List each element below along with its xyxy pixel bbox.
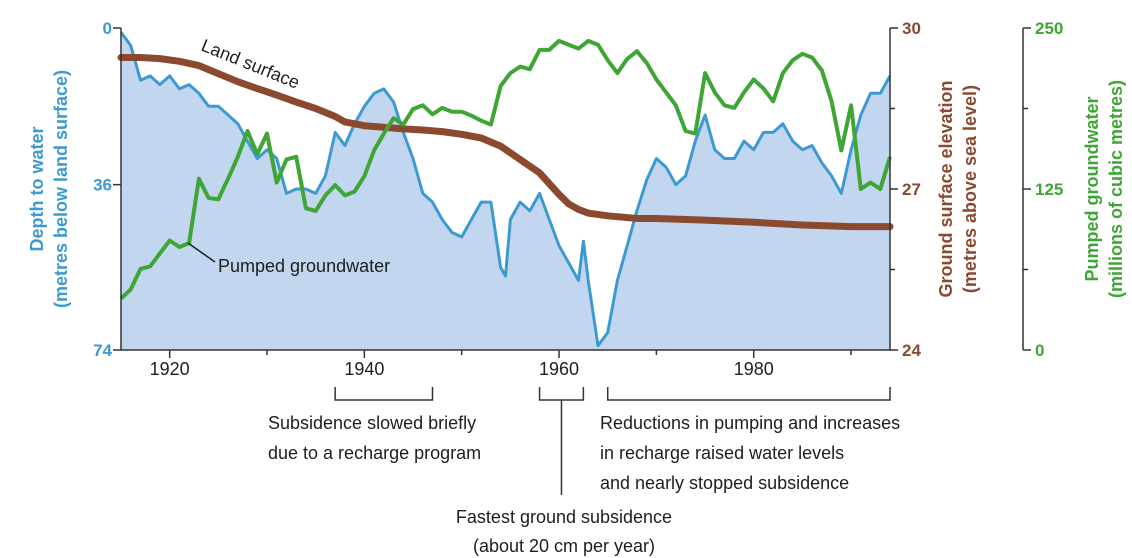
recharge-annotation-line-2: due to a recharge program — [268, 443, 481, 463]
depth-tick-label-36: 36 — [93, 176, 112, 195]
annotation-brackets — [334, 387, 891, 495]
fastest-bracket — [538, 387, 585, 401]
reductions-annotation-line-3: and nearly stopped subsidence — [600, 473, 849, 493]
elevation-tick-label-30: 30 — [902, 19, 921, 38]
fastest-annotation-line-2: (about 20 cm per year) — [473, 536, 655, 556]
recharge-annotation-line-1: Subsidence slowed briefly — [268, 413, 476, 433]
pumped-groundwater-leader — [187, 242, 216, 263]
pumped-groundwater-label: Pumped groundwater — [218, 256, 390, 276]
x-axis-ticks: 1920 1940 1960 1980 — [150, 350, 852, 379]
elevation-axis-subtitle: (metres above sea level) — [960, 85, 980, 293]
pumped-groundwater-line — [119, 38, 892, 300]
pumped-axis-subtitle: (millions of cubic metres) — [1106, 80, 1126, 298]
depth-axis-title: Depth to water — [27, 126, 47, 251]
x-tick-label-1960: 1960 — [539, 359, 579, 379]
depth-axis-subtitle: (metres below land surface) — [51, 70, 71, 308]
x-tick-label-1940: 1940 — [344, 359, 384, 379]
x-tick-label-1920: 1920 — [150, 359, 190, 379]
fastest-annotation-line-1: Fastest ground subsidence — [456, 507, 672, 527]
reductions-annotation-line-1: Reductions in pumping and increases — [600, 413, 900, 433]
land-surface-line — [117, 54, 894, 231]
pumped-tick-label-125: 125 — [1035, 180, 1063, 199]
depth-to-water-line — [119, 31, 892, 348]
elevation-tick-label-24: 24 — [902, 341, 921, 360]
recharge-bracket — [334, 387, 434, 401]
reductions-bracket — [606, 387, 891, 401]
depth-tick-label-0: 0 — [103, 19, 112, 38]
pumped-axis-ticks: 250 125 0 — [1023, 19, 1063, 360]
depth-tick-label-74: 74 — [93, 341, 112, 360]
pumped-tick-label-0: 0 — [1035, 341, 1044, 360]
pumped-tick-label-250: 250 — [1035, 19, 1063, 38]
depth-to-water-area — [121, 28, 890, 350]
elevation-tick-label-27: 27 — [902, 180, 921, 199]
reductions-annotation-line-2: in recharge raised water levels — [600, 443, 844, 463]
pumped-axis-title: Pumped groundwater — [1082, 96, 1102, 281]
elevation-axis-title: Ground surface elevation — [936, 80, 956, 297]
x-tick-label-1980: 1980 — [734, 359, 774, 379]
elevation-axis-ticks: 30 27 24 — [890, 19, 921, 360]
depth-axis-ticks: 0 36 74 — [93, 19, 121, 360]
